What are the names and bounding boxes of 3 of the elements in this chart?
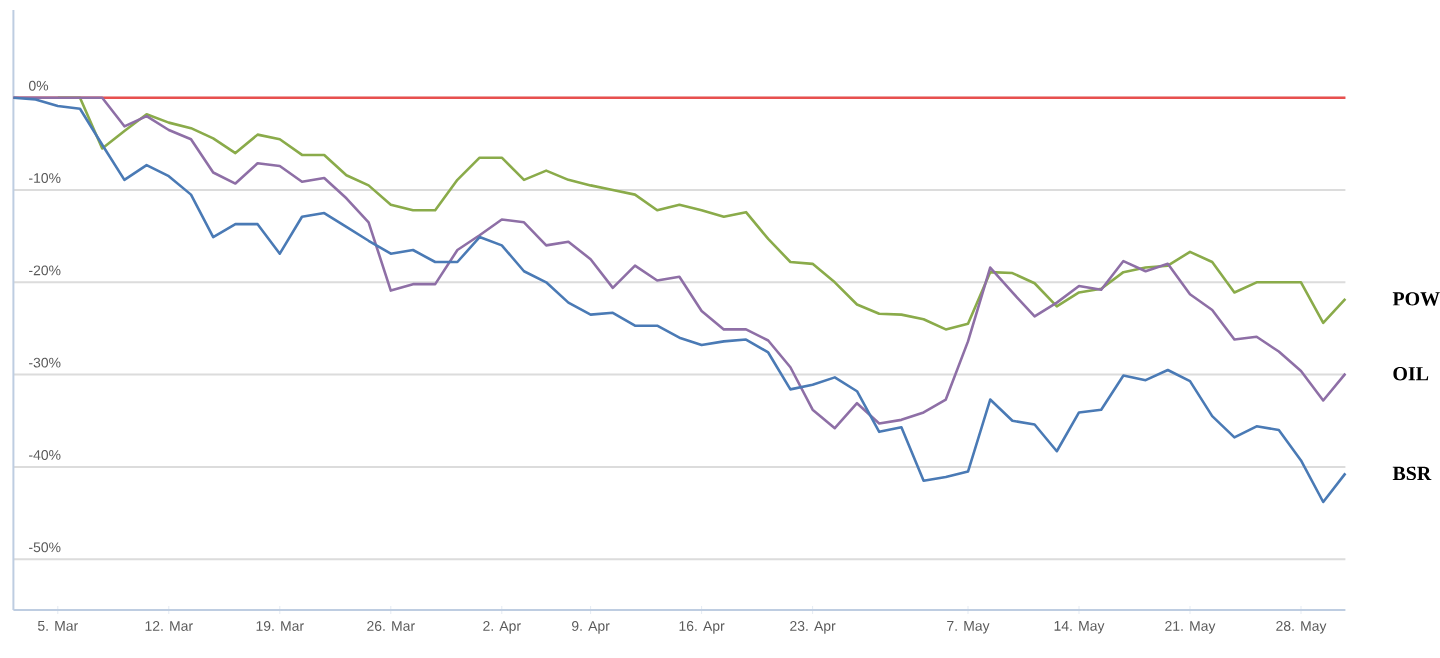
- text: OIL: [1393, 367, 1429, 381]
- text: POW: [1392, 292, 1440, 306]
- text: BSR: [1392, 466, 1432, 481]
